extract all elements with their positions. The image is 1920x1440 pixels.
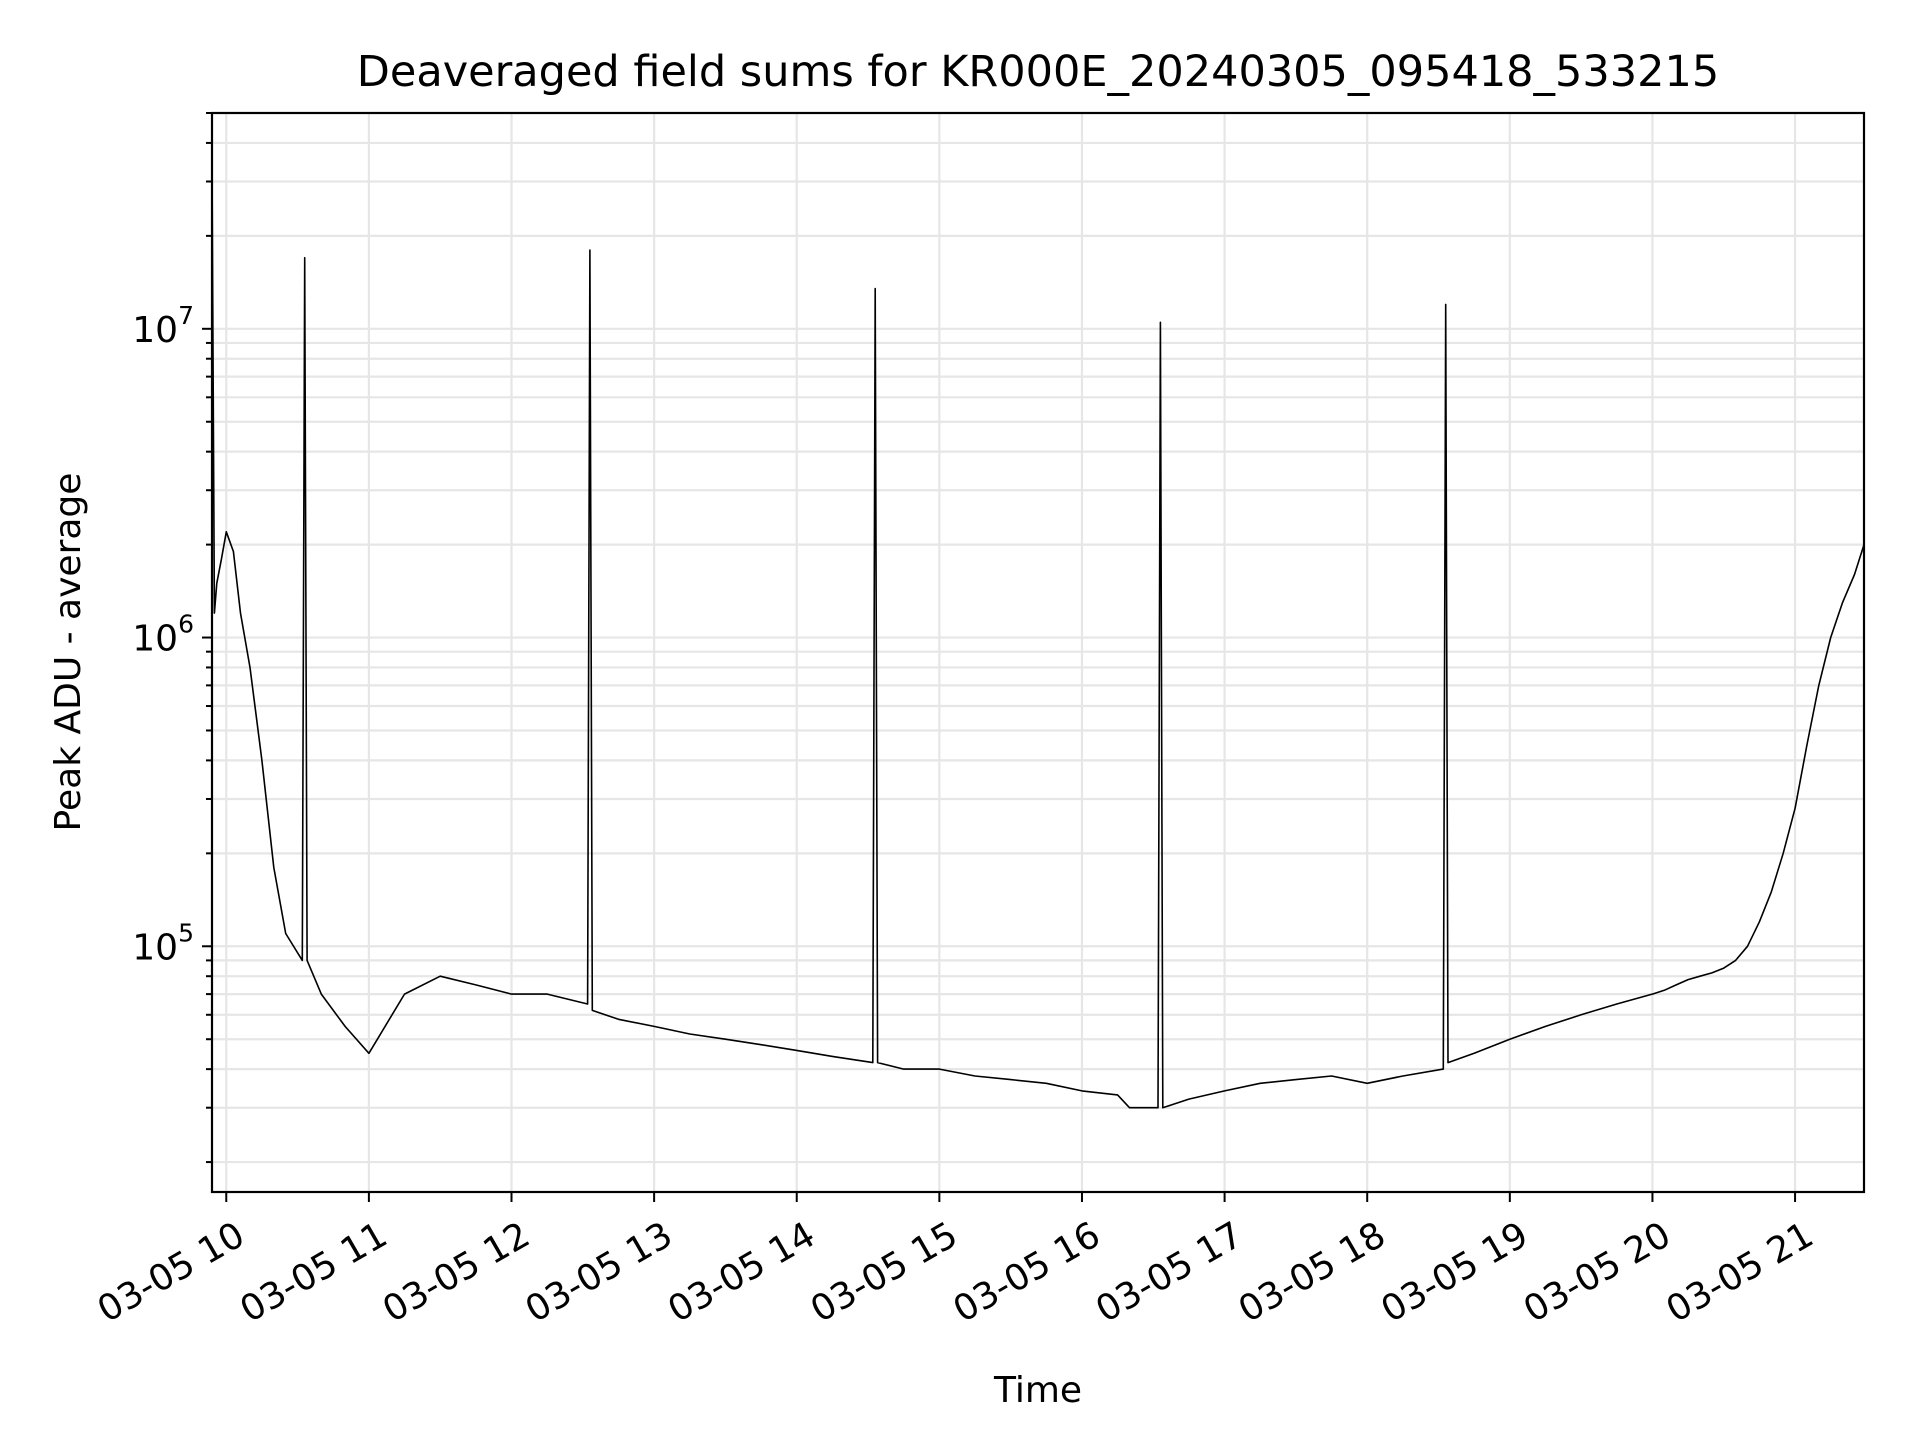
x-tick-label: 03-05 19: [1374, 1214, 1535, 1330]
x-tick-label: 03-05 17: [1089, 1214, 1250, 1330]
x-tick-label: 03-05 20: [1517, 1214, 1678, 1330]
x-tick-label: 03-05 18: [1232, 1214, 1393, 1330]
y-tick-label: 107: [132, 301, 194, 351]
x-tick-label: 03-05 11: [234, 1214, 395, 1330]
x-axis-label: Time: [993, 1370, 1082, 1411]
y-axis: 105 106 107: [132, 112, 212, 1164]
x-tick-label: 03-05 13: [519, 1214, 680, 1330]
y-axis-label: Peak ADU - average: [48, 473, 89, 832]
series-line: [211, 160, 1865, 1109]
x-tick-label: 03-05 16: [947, 1214, 1108, 1330]
y-tick-label: 106: [132, 610, 194, 660]
y-tick-label: 105: [132, 918, 194, 968]
x-tick-label: 03-05 12: [376, 1214, 537, 1330]
chart-title: Deaveraged field sums for KR000E_2024030…: [357, 47, 1719, 97]
x-tick-label: 03-05 10: [91, 1214, 252, 1330]
x-tick-label: 03-05 15: [804, 1214, 965, 1330]
x-tick-label: 03-05 14: [661, 1214, 822, 1330]
grid: [212, 111, 1864, 1192]
x-tick-label: 03-05 21: [1660, 1214, 1821, 1330]
series-layer: [211, 160, 1865, 1109]
